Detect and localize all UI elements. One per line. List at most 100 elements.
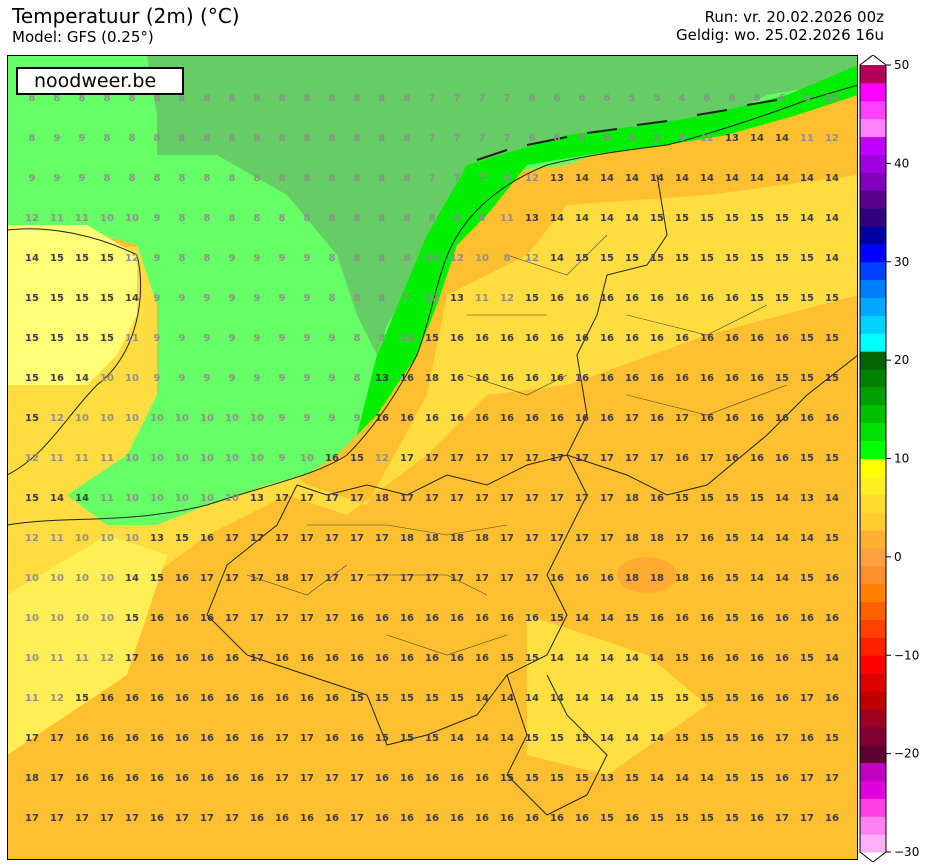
grid-value: 14 (775, 573, 789, 584)
grid-value: 16 (250, 733, 264, 744)
grid-value: 15 (825, 373, 839, 384)
grid-value: 12 (50, 413, 64, 424)
grid-value: 16 (400, 373, 414, 384)
grid-value: 16 (150, 653, 164, 664)
grid-value: 8 (379, 213, 386, 224)
grid-value: 9 (179, 333, 186, 344)
colorbar-swatch (860, 530, 886, 549)
grid-value: 8 (354, 373, 361, 384)
grid-value: 14 (550, 253, 564, 264)
grid-value: 15 (25, 333, 39, 344)
grid-value: 8 (229, 213, 236, 224)
grid-value: 16 (250, 693, 264, 704)
grid-value: 15 (600, 253, 614, 264)
grid-value: 10 (225, 453, 239, 464)
grid-value: 14 (650, 173, 664, 184)
grid-value: 16 (325, 813, 339, 824)
grid-value: 16 (750, 453, 764, 464)
grid-value: 10 (175, 413, 189, 424)
grid-value: 17 (800, 773, 814, 784)
grid-value: 8 (504, 173, 511, 184)
grid-value: 8 (129, 133, 136, 144)
grid-value: 9 (154, 293, 161, 304)
grid-value: 16 (300, 693, 314, 704)
grid-value: 15 (500, 653, 514, 664)
grid-value: 16 (750, 733, 764, 744)
grid-value: 15 (675, 213, 689, 224)
grid-value: 14 (125, 573, 139, 584)
grid-value: 7 (504, 133, 511, 144)
grid-value: 16 (150, 733, 164, 744)
grid-value: 16 (450, 813, 464, 824)
grid-value: 6 (554, 133, 561, 144)
grid-value: 8 (329, 293, 336, 304)
grid-value: 15 (825, 533, 839, 544)
grid-value: 16 (625, 813, 639, 824)
grid-value: 15 (725, 613, 739, 624)
grid-value: 16 (550, 573, 564, 584)
grid-value: 16 (500, 333, 514, 344)
grid-value: 17 (375, 533, 389, 544)
grid-value: 16 (800, 733, 814, 744)
grid-value: 17 (800, 693, 814, 704)
grid-value: 15 (450, 693, 464, 704)
grid-value: 10 (50, 613, 64, 624)
grid-value: 16 (750, 413, 764, 424)
grid-value: 15 (700, 213, 714, 224)
grid-value: 16 (400, 773, 414, 784)
colorbar-swatch (860, 440, 886, 459)
grid-value: 7 (454, 133, 461, 144)
grid-value: 16 (375, 773, 389, 784)
grid-value: 14 (450, 733, 464, 744)
colorbar-swatch (860, 726, 886, 746)
grid-value: 4 (679, 93, 686, 104)
grid-value: 9 (279, 293, 286, 304)
grid-value: 16 (525, 373, 539, 384)
grid-value: 8 (104, 133, 111, 144)
chart-title: Temperatuur (2m) (°C) (12, 4, 240, 28)
grid-value: 10 (175, 493, 189, 504)
grid-value: 16 (475, 413, 489, 424)
grid-value: 10 (125, 373, 139, 384)
grid-value: 16 (100, 773, 114, 784)
grid-value: 15 (750, 213, 764, 224)
grid-value: 14 (825, 173, 839, 184)
grid-value: 15 (650, 813, 664, 824)
grid-value: 9 (79, 133, 86, 144)
colorbar-swatch (860, 798, 886, 817)
grid-value: 7 (429, 173, 436, 184)
grid-value: 12 (50, 693, 64, 704)
grid-value: 10 (25, 613, 39, 624)
grid-value: 16 (400, 653, 414, 664)
border-be-fr (206, 454, 588, 746)
grid-value: 15 (725, 773, 739, 784)
grid-value: 9 (329, 333, 336, 344)
grid-value: 16 (350, 653, 364, 664)
grid-value: 8 (454, 213, 461, 224)
grid-value: 12 (375, 453, 389, 464)
grid-value: 17 (350, 813, 364, 824)
grid-value: 10 (125, 213, 139, 224)
grid-value: 6 (529, 93, 536, 104)
grid-value: 17 (300, 613, 314, 624)
grid-value: 17 (525, 533, 539, 544)
grid-value: 15 (750, 773, 764, 784)
grid-value: 16 (550, 413, 564, 424)
grid-value: 18 (650, 533, 664, 544)
grid-value: 15 (825, 293, 839, 304)
grid-value: 8 (154, 173, 161, 184)
grid-value: 18 (375, 493, 389, 504)
grid-value: 17 (450, 493, 464, 504)
grid-value: 10 (50, 573, 64, 584)
grid-value: 17 (500, 573, 514, 584)
mild-zone-area (7, 175, 858, 675)
grid-value: 16 (125, 693, 139, 704)
grid-value: 15 (50, 333, 64, 344)
grid-value: 8 (404, 173, 411, 184)
grid-value: 15 (675, 653, 689, 664)
grid-value: 15 (700, 733, 714, 744)
colorbar-swatch (860, 190, 886, 209)
grid-value: 15 (700, 493, 714, 504)
grid-value: 17 (175, 813, 189, 824)
grid-value: 16 (700, 653, 714, 664)
